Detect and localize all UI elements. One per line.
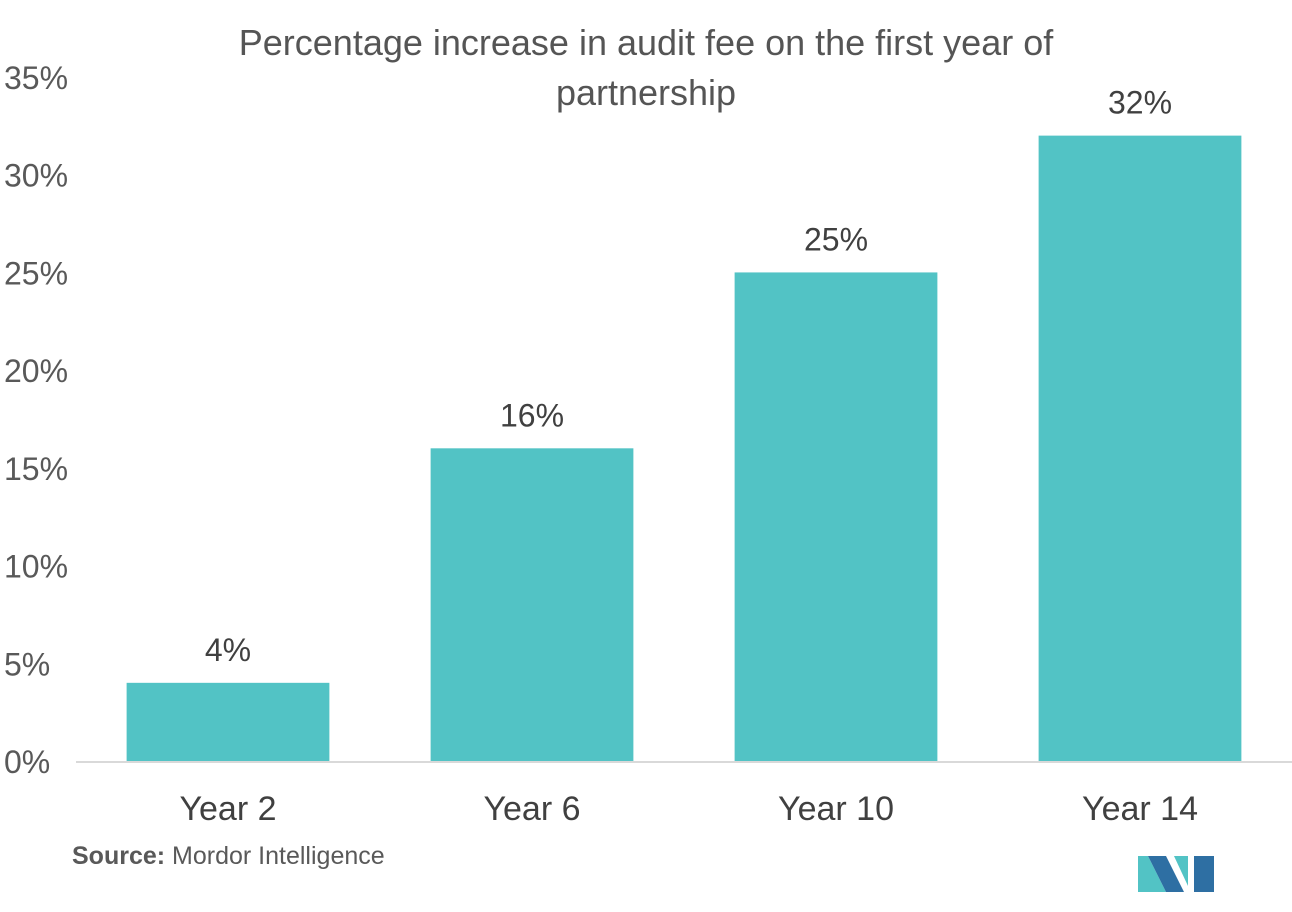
bar xyxy=(430,448,634,761)
bar xyxy=(1038,135,1242,762)
chart-title-line: partnership xyxy=(556,72,736,113)
y-tick-label: 20% xyxy=(4,353,68,389)
data-label: 4% xyxy=(205,632,251,668)
y-axis: 0% 5% 10% 15% 20% 25% 30% 35% xyxy=(4,60,68,780)
x-axis: Year 2 Year 6 Year 10 Year 14 xyxy=(179,790,1198,828)
mordor-intelligence-logo-icon xyxy=(1138,856,1214,892)
y-tick-label: 0% xyxy=(4,744,50,780)
bar xyxy=(126,682,330,761)
source-text: Mordor Intelligence xyxy=(165,842,385,870)
y-tick-label: 5% xyxy=(4,646,50,682)
data-labels: 4% 16% 25% 32% xyxy=(205,85,1172,668)
data-label: 25% xyxy=(804,221,868,257)
y-tick-label: 15% xyxy=(4,451,68,487)
y-tick-label: 10% xyxy=(4,549,68,585)
y-tick-label: 25% xyxy=(4,255,68,291)
chart-title: Percentage increase in audit fee on the … xyxy=(239,22,1054,113)
source-note: Source: Mordor Intelligence xyxy=(72,842,385,871)
y-tick-label: 35% xyxy=(4,60,68,96)
chart-title-line: Percentage increase in audit fee on the … xyxy=(239,22,1054,63)
x-tick-label: Year 6 xyxy=(483,790,580,828)
data-label: 16% xyxy=(500,397,564,433)
source-label: Source: xyxy=(72,842,166,870)
bar xyxy=(734,272,938,761)
x-tick-label: Year 14 xyxy=(1082,790,1198,828)
bars xyxy=(126,135,1242,762)
x-tick-label: Year 10 xyxy=(778,790,894,828)
y-tick-label: 30% xyxy=(4,158,68,194)
data-label: 32% xyxy=(1108,85,1172,121)
x-tick-label: Year 2 xyxy=(179,790,276,828)
